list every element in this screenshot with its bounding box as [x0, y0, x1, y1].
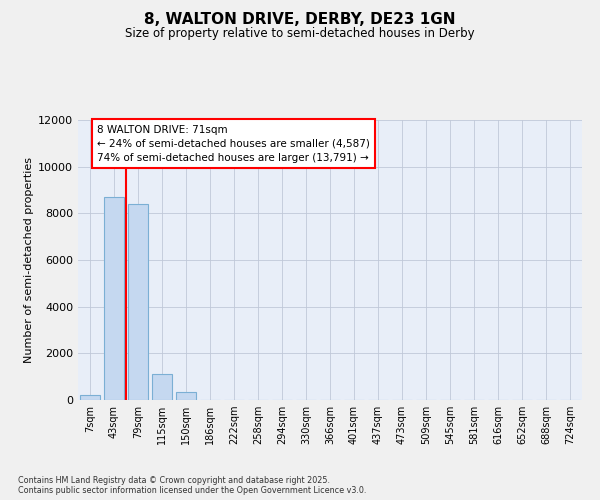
Bar	[176, 392, 196, 400]
Y-axis label: Number of semi-detached properties: Number of semi-detached properties	[24, 157, 34, 363]
Text: Size of property relative to semi-detached houses in Derby: Size of property relative to semi-detach…	[125, 28, 475, 40]
Text: Contains HM Land Registry data © Crown copyright and database right 2025.
Contai: Contains HM Land Registry data © Crown c…	[18, 476, 367, 495]
Bar	[128, 204, 148, 400]
Bar	[80, 396, 100, 400]
Bar	[152, 374, 172, 400]
Text: 8 WALTON DRIVE: 71sqm
← 24% of semi-detached houses are smaller (4,587)
74% of s: 8 WALTON DRIVE: 71sqm ← 24% of semi-deta…	[97, 124, 370, 162]
Text: 8, WALTON DRIVE, DERBY, DE23 1GN: 8, WALTON DRIVE, DERBY, DE23 1GN	[144, 12, 456, 28]
Bar	[104, 197, 124, 400]
